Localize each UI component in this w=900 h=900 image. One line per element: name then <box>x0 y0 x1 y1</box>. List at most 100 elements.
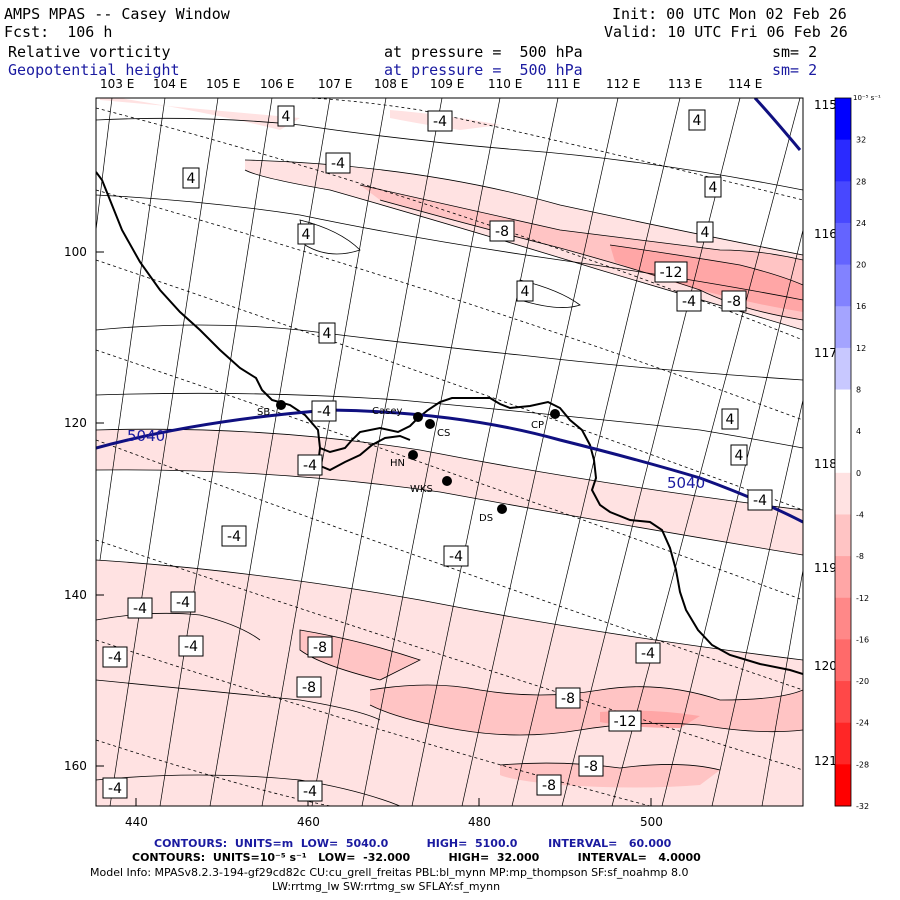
colorbar-label: -24 <box>856 719 869 728</box>
colorbar-swatch <box>835 139 851 182</box>
colorbar-label: 16 <box>856 302 866 311</box>
colorbar-frame <box>834 97 852 807</box>
colorbar-unit: 10⁻⁵ s⁻¹ <box>853 94 881 102</box>
contour-label: -4 <box>133 601 147 617</box>
lon-label: 113 E <box>668 77 703 91</box>
contour-label: -8 <box>542 778 556 794</box>
height-label: 5040 <box>667 474 705 492</box>
contour-label-box <box>721 408 739 430</box>
contour-label-box <box>747 489 773 511</box>
lon-label: 114 E <box>728 77 763 91</box>
y-tick-label: 100 <box>64 245 87 259</box>
y-tick-label: 140 <box>64 588 87 602</box>
colorbar-swatch <box>835 514 851 557</box>
contour-label-box <box>443 545 469 567</box>
contour-label-box <box>608 710 642 732</box>
contour-label-box <box>297 223 315 245</box>
contour-label: 4 <box>735 448 744 464</box>
contour-label: -4 <box>641 646 655 662</box>
colorbar-label: 12 <box>856 344 866 353</box>
lon-label: 107 E <box>318 77 353 91</box>
contour-label: -8 <box>727 294 741 310</box>
station-dot-casey <box>413 412 423 422</box>
contour-label: -8 <box>313 640 327 656</box>
colorbar-label: 28 <box>856 177 866 186</box>
contour-label-box <box>311 400 337 422</box>
contour-label: -4 <box>753 493 767 509</box>
contour-label-box <box>325 152 351 174</box>
axis-ticks <box>96 251 652 806</box>
contour-label-box <box>170 591 196 613</box>
station-dot-cs <box>425 419 435 429</box>
field2-level: at pressure = 500 hPa <box>384 61 583 79</box>
contour-label-box <box>654 261 688 283</box>
contour-label-box <box>182 167 200 189</box>
contour-label: -4 <box>433 114 447 130</box>
model-info-physics: LW:rrtmg_lw SW:rrtmg_sw SFLAY:sf_mynn <box>272 880 501 893</box>
station-dot-hn <box>408 450 418 460</box>
field1-smoothing: sm= 2 <box>772 43 818 61</box>
contour-label: -8 <box>561 691 575 707</box>
contour-label-box <box>696 221 714 243</box>
contour-label-box <box>676 290 702 312</box>
field2-smoothing: sm= 2 <box>772 61 818 79</box>
contour-label-box <box>178 635 204 657</box>
station-dot-ds <box>497 504 507 514</box>
contour-label-box <box>704 176 722 198</box>
contour-label: -4 <box>227 529 241 545</box>
colorbar-swatch <box>835 681 851 724</box>
contour-label: -8 <box>302 680 316 696</box>
contour-label-box <box>318 322 336 344</box>
contour-label: -12 <box>660 265 683 281</box>
field1-name: Relative vorticity <box>8 43 171 61</box>
contour-info-vorticity: CONTOURS: UNITS=10⁻⁵ s⁻¹ LOW= -32.000 HI… <box>132 851 701 864</box>
colorbar-label: 4 <box>856 427 861 436</box>
plot-frame <box>95 97 804 807</box>
init-time: Init: 00 UTC Mon 02 Feb 26 <box>612 5 847 23</box>
contour-label: 4 <box>709 180 718 196</box>
contour-label-box <box>102 777 128 799</box>
lon-label: 104 E <box>153 77 188 91</box>
contour-label-box <box>102 646 128 668</box>
x-tick-label: 480 <box>468 815 491 829</box>
station-label-sb: SB <box>257 407 270 418</box>
colorbar-label: -8 <box>856 552 864 561</box>
colorbar-swatch <box>835 764 851 807</box>
contour-label: 4 <box>187 171 196 187</box>
lon-label: 110 E <box>488 77 523 91</box>
contour-label: 4 <box>726 412 735 428</box>
station-label-wks: WKS <box>410 484 433 495</box>
colorbar-label: -32 <box>856 802 869 811</box>
contour-label-box <box>730 444 748 466</box>
lon-label: 111 E <box>546 77 581 91</box>
colorbar-swatch <box>835 722 851 765</box>
contour-label: 4 <box>323 326 332 342</box>
contour-label: -4 <box>449 549 463 565</box>
contour-label-box <box>516 280 534 302</box>
colorbar-label: 20 <box>856 261 866 270</box>
colorbar-swatch <box>835 347 851 391</box>
colorbar: 32 28 24 20 16 12 8 4 0 -4 -8 -12 -16 -20 -24 -28 -32 <box>834 97 869 811</box>
contour-label-box <box>635 642 661 664</box>
geopotential-contour-ne <box>753 98 802 151</box>
valid-time: Valid: 10 UTC Fri 06 Feb 26 <box>604 23 848 41</box>
contour-label: 4 <box>693 113 702 129</box>
colorbar-swatch <box>835 98 851 141</box>
contour-label-box <box>221 525 247 547</box>
field1-level: at pressure = 500 hPa <box>384 43 583 61</box>
colorbar-label: -12 <box>856 594 869 603</box>
colorbar-label: -4 <box>856 510 864 519</box>
contour-label-box <box>297 780 323 802</box>
colorbar-swatch <box>835 639 851 682</box>
contour-label: -4 <box>303 458 317 474</box>
lon-label: 109 E <box>430 77 465 91</box>
height-label: 5040 <box>127 427 165 445</box>
lon-label: 106 E <box>260 77 295 91</box>
y-tick-label: 160 <box>64 759 87 773</box>
colorbar-label: 24 <box>856 219 866 228</box>
contour-label: -4 <box>176 595 190 611</box>
station-label-hn: HN <box>390 458 405 469</box>
contour-label: -8 <box>495 224 509 240</box>
contour-label-box <box>297 454 323 476</box>
